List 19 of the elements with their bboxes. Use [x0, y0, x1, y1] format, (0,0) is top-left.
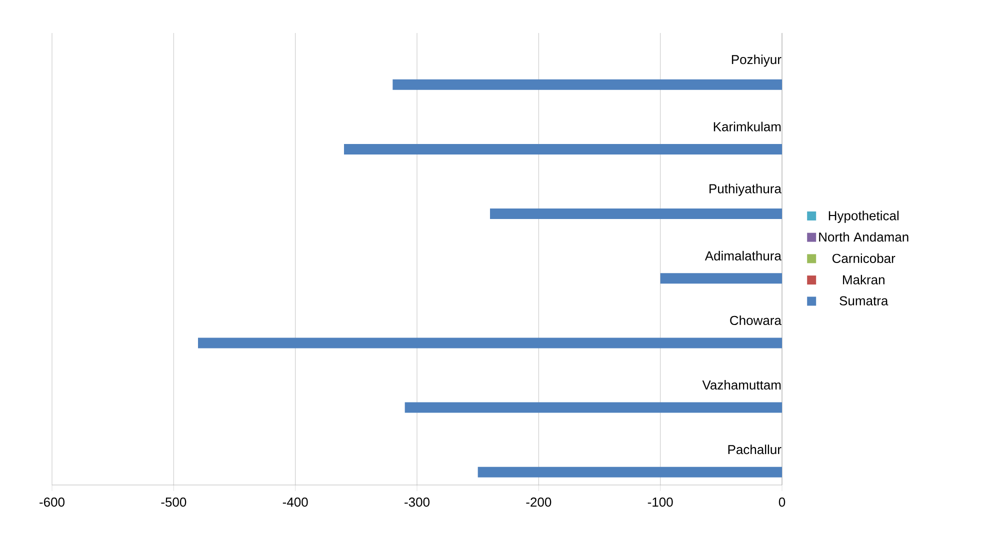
y-tick-label: Chowara: [730, 315, 782, 326]
y-tick-label: Adimalathura: [704, 250, 782, 260]
legend-label: North Andaman: [819, 232, 908, 242]
legend-label: Hypothetical: [828, 210, 898, 223]
x-tick-label: -300: [404, 498, 430, 507]
x-tick-label: -500: [161, 498, 186, 507]
y-tick-label: Puthiyathura: [710, 184, 782, 196]
x-tick-label: -200: [526, 498, 552, 507]
legend-label: Sumatra: [840, 296, 888, 306]
x-tick-label: -600: [40, 498, 64, 507]
x-tick-label: -400: [282, 498, 308, 507]
x-tick-label: 0: [778, 498, 786, 507]
y-tick-label: Vazhamuttam: [702, 380, 781, 390]
x-tick-label: -100: [648, 498, 673, 507]
y-tick-label: Pozhiyur: [732, 54, 782, 67]
y-tick-label: Pachallur: [728, 444, 782, 454]
legend-label: Makran: [843, 274, 884, 284]
legend-label: Carnicobar: [832, 253, 896, 264]
y-tick-label: Karimkulam: [714, 122, 781, 132]
